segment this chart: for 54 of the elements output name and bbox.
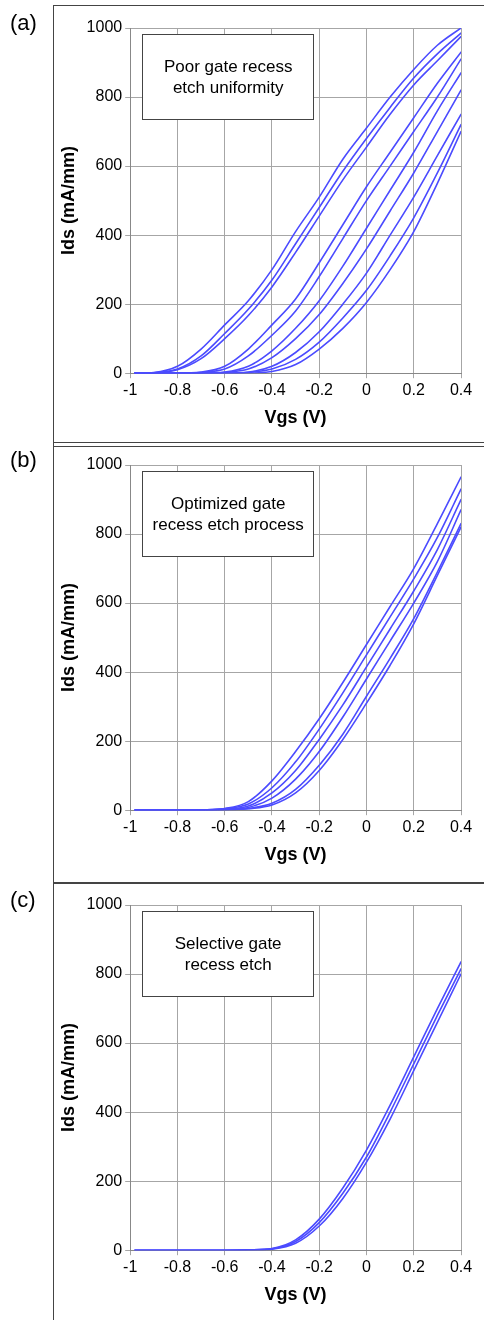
x-tick-label: 0 [362, 1258, 372, 1276]
y-tick-label: 0 [113, 363, 123, 381]
y-tick-label: 600 [95, 156, 123, 174]
x-tick-label: -0.8 [163, 381, 192, 399]
x-tick-label: -0.2 [305, 818, 334, 836]
y-tick-label: 0 [113, 800, 123, 818]
x-tick-label: -0.6 [210, 381, 239, 399]
x-axis-title: Vgs (V) [264, 1284, 327, 1305]
x-tick-label: -0.8 [163, 1258, 192, 1276]
x-tick-label: -0.8 [163, 818, 192, 836]
x-tick-label: -1 [123, 818, 138, 836]
y-tick-label: 800 [95, 87, 123, 105]
x-axis-title: Vgs (V) [264, 407, 327, 428]
y-tick-label: 400 [95, 1102, 123, 1120]
y-tick-label: 200 [95, 731, 123, 749]
y-tick-label: 600 [95, 1033, 123, 1051]
x-tick-label: 0 [362, 381, 372, 399]
y-tick-label: 1000 [86, 18, 123, 36]
y-axis-title: Ids (mA/mm) [57, 146, 78, 256]
x-tick-label: 0.4 [449, 818, 473, 836]
y-tick-label: 1000 [86, 455, 123, 473]
chart-title: (a) [10, 10, 37, 36]
x-tick-label: 0.4 [449, 381, 473, 399]
x-axis-title: Vgs (V) [264, 844, 327, 865]
y-tick-label: 200 [95, 294, 123, 312]
x-tick-label: -1 [123, 1258, 138, 1276]
text-box: Optimized gate recess etch process [142, 471, 315, 557]
y-tick-label: 800 [95, 964, 123, 982]
y-tick-label: 800 [95, 524, 123, 542]
x-tick-label: -0.6 [210, 818, 239, 836]
x-tick-label: 0 [362, 818, 372, 836]
x-tick-label: -0.2 [305, 381, 334, 399]
y-tick-label: 1000 [86, 895, 123, 913]
x-tick-label: 0.4 [449, 1258, 473, 1276]
y-tick-label: 200 [95, 1171, 123, 1189]
x-tick-label: 0.2 [402, 381, 425, 399]
y-tick-label: 600 [95, 593, 123, 611]
y-tick-label: 400 [95, 225, 123, 243]
x-tick-label: 0.2 [402, 818, 425, 836]
x-tick-label: -0.2 [305, 1258, 334, 1276]
y-axis-title: Ids (mA/mm) [57, 1023, 78, 1133]
x-tick-label: -0.6 [210, 1258, 239, 1276]
text-box: Poor gate recess etch uniformity [142, 34, 315, 120]
y-tick-label: 400 [95, 662, 123, 680]
y-tick-label: 0 [113, 1240, 123, 1258]
x-tick-label: -1 [123, 381, 138, 399]
chart-title: (b) [10, 447, 37, 473]
x-tick-label: -0.4 [258, 381, 286, 399]
chart-title: (c) [10, 887, 36, 913]
x-tick-label: 0.2 [402, 1258, 425, 1276]
x-tick-label: -0.4 [258, 1258, 286, 1276]
x-tick-label: -0.4 [258, 818, 286, 836]
y-axis-title: Ids (mA/mm) [57, 583, 78, 693]
text-box: Selective gate recess etch [142, 911, 315, 997]
